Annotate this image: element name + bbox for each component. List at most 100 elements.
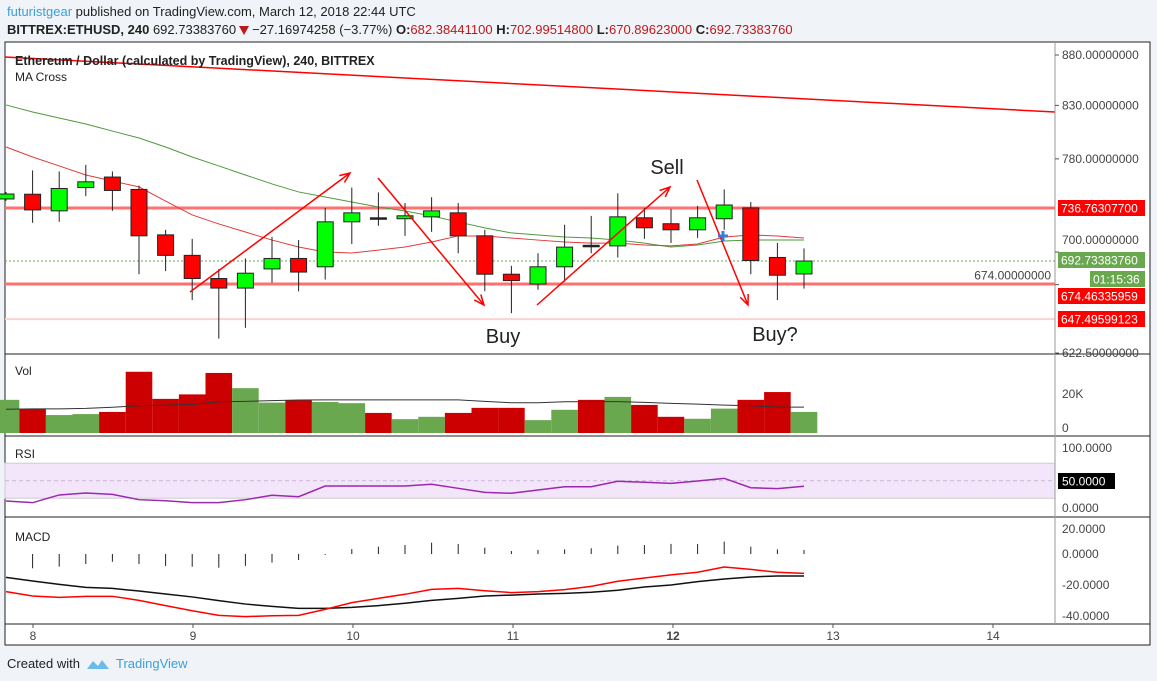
candle-up	[795, 260, 813, 275]
candle-down	[103, 176, 121, 191]
support2-price-tag-bg	[1058, 311, 1145, 327]
candle-up	[343, 212, 361, 223]
high-label: H:	[496, 22, 510, 37]
volume-bar	[19, 408, 46, 433]
low-value: 670.89623000	[609, 22, 693, 37]
volume-bar	[391, 419, 419, 433]
volume-bar	[285, 400, 312, 433]
volume-bar	[365, 412, 392, 433]
candle-up	[715, 204, 733, 220]
author-link[interactable]: futuristgear	[7, 4, 73, 19]
arrow-line	[696, 179, 749, 306]
volume-bar	[524, 420, 552, 433]
time-axis-label: 10	[346, 629, 360, 643]
volume-bar	[311, 401, 339, 433]
time-axis-label: 14	[986, 629, 1000, 643]
price-change: −27.16974258 (−3.77%)	[252, 22, 393, 37]
tradingview-link[interactable]: TradingView	[115, 656, 188, 671]
candle-up	[556, 246, 574, 268]
crosshair-icon	[718, 231, 728, 241]
arrow-head-icon	[659, 185, 672, 198]
last-price-tag-bg	[1058, 252, 1145, 268]
candle-down	[502, 273, 520, 282]
volume-bar	[72, 414, 100, 433]
candle-up	[0, 193, 15, 200]
volume-bar	[444, 412, 472, 433]
time-axis-label: 13	[826, 629, 840, 643]
arrow-head-icon	[339, 171, 352, 183]
candle-up	[236, 272, 254, 289]
candle-down	[742, 207, 760, 262]
chart-frame	[4, 41, 1151, 646]
rsi-current-tag: 50.0000	[1062, 475, 1106, 489]
candle-up	[423, 210, 441, 218]
volume-axis-label: 20K	[1062, 387, 1083, 401]
footer: Created with TradingView	[7, 656, 188, 671]
rsi-axis-label: 100.0000	[1062, 441, 1112, 455]
macd-label: MACD	[15, 530, 51, 544]
volume-bar	[577, 399, 605, 433]
countdown-tag: 01:15:36	[1093, 273, 1140, 287]
volume-bar	[631, 404, 658, 433]
open-label: O:	[395, 22, 411, 37]
close-label: C:	[695, 22, 710, 37]
candle-up	[396, 215, 414, 220]
macd-axis-label: -20.0000	[1062, 578, 1110, 592]
volume-axis-label: 0	[1062, 421, 1069, 435]
arrow-head-icon	[473, 294, 486, 307]
publish-info: futuristgear published on TradingView.co…	[7, 4, 416, 19]
time-axis-label: 12	[666, 629, 680, 643]
candle-down	[476, 235, 494, 275]
annotation-buy-question: Buy?	[752, 324, 798, 346]
macd-axis-label: 20.0000	[1062, 522, 1106, 536]
volume-bar	[125, 371, 153, 433]
volume-bar	[338, 403, 366, 433]
price-axis-label: 622.50000000	[1062, 346, 1139, 360]
low-label: L:	[596, 22, 609, 37]
volume-bar	[258, 402, 286, 433]
annotation-buy: Buy	[486, 326, 520, 348]
time-axis-label: 9	[190, 629, 197, 643]
price-axis-label: 780.00000000	[1062, 152, 1139, 166]
volume-bar	[152, 398, 179, 433]
volume-bar	[45, 415, 73, 433]
candle-down	[183, 254, 201, 280]
support-price-tag: 674.46335959	[1061, 290, 1138, 304]
volume-bar	[99, 411, 126, 433]
candle-up	[263, 257, 281, 270]
created-with-text: Created with	[7, 656, 80, 671]
macd-pane[interactable]	[5, 541, 805, 618]
price-pane[interactable]	[0, 56, 1056, 339]
volume-ma-line	[5, 399, 804, 410]
candle-up	[50, 188, 68, 212]
candle-up	[77, 181, 95, 189]
price-axis-label: 880.00000000	[1062, 48, 1139, 62]
volume-bar	[710, 408, 738, 433]
arrow-line	[536, 186, 671, 306]
time-axis-label: 11	[507, 629, 520, 643]
rsi-label: RSI	[15, 447, 35, 461]
volume-bar	[498, 407, 525, 433]
time-axis-label: 8	[30, 629, 37, 643]
candle-down	[24, 193, 42, 211]
volume-bar	[764, 392, 791, 433]
volume-bar	[418, 416, 445, 433]
close-value: 692.73383760	[709, 22, 793, 37]
symbol-label: BITTREX:ETHUSD, 240	[7, 22, 150, 37]
triangle-down-icon	[239, 26, 250, 35]
candle-up	[609, 216, 627, 247]
volume-bar	[604, 396, 632, 433]
volume-pane[interactable]	[0, 371, 818, 433]
rsi-axis-label: 0.0000	[1062, 501, 1099, 515]
volume-bar	[737, 399, 765, 433]
candle-down	[210, 278, 228, 289]
trend-line	[4, 56, 1056, 113]
macd-axis-label: 0.0000	[1062, 547, 1099, 561]
candle-up	[689, 217, 707, 231]
volume-bar	[178, 394, 206, 433]
candle-down	[449, 212, 467, 237]
volume-label: Vol	[15, 364, 32, 378]
arrow-line	[377, 177, 485, 306]
rsi-pane[interactable]	[4, 462, 1056, 504]
